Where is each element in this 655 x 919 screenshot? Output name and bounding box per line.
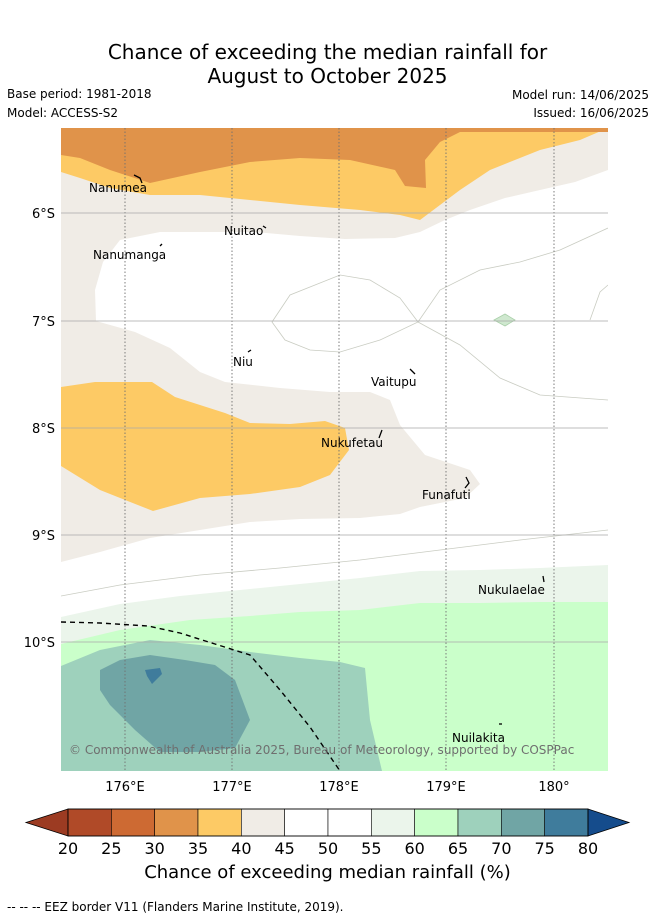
colorbar-tick-label: 80 bbox=[578, 839, 598, 858]
colorbar-tick-label: 65 bbox=[448, 839, 468, 858]
label-nanumanga: Nanumanga bbox=[93, 248, 166, 262]
colorbar-tick-label: 50 bbox=[318, 839, 338, 858]
lat-label-6s: 6°S bbox=[32, 207, 55, 222]
lon-label-177e: 177°E bbox=[212, 780, 252, 795]
eez-footnote: -- -- -- EEZ border V11 (Flanders Marine… bbox=[7, 900, 344, 914]
colorbar-label: Chance of exceeding median rainfall (%) bbox=[144, 862, 511, 883]
colorbar-segment bbox=[154, 808, 199, 837]
issued-date: Issued: 16/06/2025 bbox=[533, 106, 649, 120]
colorbar-tick-label: 55 bbox=[361, 839, 381, 858]
colorbar-tick-label: 60 bbox=[404, 839, 424, 858]
lon-label-179e: 179°E bbox=[426, 780, 466, 795]
label-funafuti: Funafuti bbox=[422, 488, 471, 502]
colorbar-tick-label: 25 bbox=[101, 839, 121, 858]
colorbar-segment bbox=[544, 808, 589, 837]
contour-30-35-north bbox=[61, 128, 608, 188]
lat-label-9s: 9°S bbox=[32, 529, 55, 544]
colorbar-tick-label: 70 bbox=[491, 839, 511, 858]
lon-label-178e: 178°E bbox=[319, 780, 359, 795]
contour-70-75-south bbox=[100, 655, 250, 752]
colorbar-under-arrow bbox=[24, 808, 69, 837]
colorbar-tick-label: 40 bbox=[231, 839, 251, 858]
lat-label-8s: 8°S bbox=[32, 422, 55, 437]
colorbar-segment bbox=[371, 808, 415, 837]
colorbar-segment bbox=[457, 808, 502, 837]
contour-75-80-spot bbox=[145, 668, 162, 684]
label-nuitao: Nuitao bbox=[224, 224, 263, 238]
colorbar-segment bbox=[197, 808, 242, 837]
colorbar-segment bbox=[414, 808, 459, 837]
label-nuilakita: Nuilakita bbox=[452, 731, 505, 745]
lat-label-10s: 10°S bbox=[24, 636, 55, 651]
lat-label-7s: 7°S bbox=[32, 315, 55, 330]
copyright-notice: © Commonwealth of Australia 2025, Bureau… bbox=[69, 743, 574, 757]
map-title: Chance of exceeding the median rainfall … bbox=[0, 40, 655, 88]
colorbar-tick-label: 45 bbox=[274, 839, 294, 858]
label-nukufetau: Nukufetau bbox=[321, 436, 383, 450]
colorbar-over-arrow bbox=[587, 808, 631, 837]
eez-border-line bbox=[61, 621, 341, 771]
colorbar-segment bbox=[284, 808, 329, 837]
title-line-2: August to October 2025 bbox=[207, 64, 448, 88]
colorbar-tick-label: 20 bbox=[58, 839, 78, 858]
model-run-date: Model run: 14/06/2025 bbox=[511, 88, 649, 102]
lon-label-176e: 176°E bbox=[105, 780, 145, 795]
colorbar-segment bbox=[501, 808, 545, 837]
colorbar-segment bbox=[67, 808, 112, 837]
label-vaitupu: Vaitupu bbox=[371, 375, 417, 389]
label-nanumea: Nanumea bbox=[89, 181, 147, 195]
colorbar-segment bbox=[327, 808, 372, 837]
rainfall-map: Nanumea Nuitao Nanumanga Niu Vaitupu Nuk… bbox=[24, 128, 608, 795]
model-name: Model: ACCESS-S2 bbox=[7, 106, 119, 120]
colorbar-tick-label: 75 bbox=[534, 839, 554, 858]
label-nukulaelae: Nukulaelae bbox=[478, 583, 545, 597]
colorbar-tick-label: 30 bbox=[144, 839, 164, 858]
base-period: Base period: 1981-2018 bbox=[7, 87, 152, 101]
title-line-1: Chance of exceeding the median rainfall … bbox=[107, 40, 548, 64]
label-niu: Niu bbox=[233, 355, 253, 369]
colorbar-segment bbox=[241, 808, 285, 837]
lon-label-180: 180° bbox=[538, 780, 569, 795]
colorbar-tick-label: 35 bbox=[188, 839, 208, 858]
contour-35-40-middle bbox=[61, 382, 349, 511]
colorbar-segment bbox=[111, 808, 155, 837]
